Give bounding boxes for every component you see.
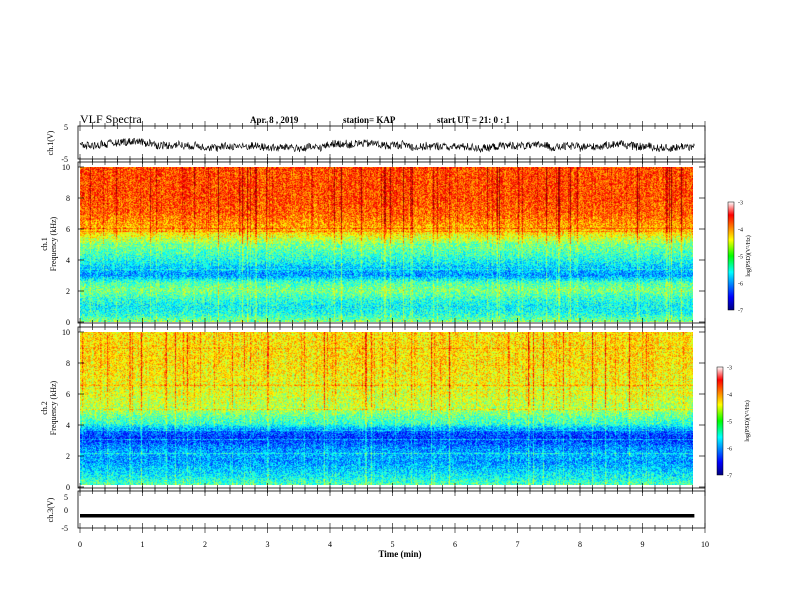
time-axis-ticks (79, 121, 706, 533)
ch2-spectrogram-frame (77, 326, 706, 489)
ch1-ytick-bottom: -5 (61, 155, 68, 164)
ch1-colorbar-label: log(PSD)(V²/Hz) (745, 235, 752, 276)
ch2-spectrogram-image (80, 332, 693, 485)
ch1-ytick-label: 2 (66, 287, 70, 296)
ch2-ytick-label: 0 (66, 483, 70, 492)
time-tick-label: 5 (391, 540, 395, 549)
time-tick-label: 9 (641, 540, 645, 549)
ch1-ytick-label: 0 (66, 318, 70, 327)
ch1-colorbar-gradient (727, 201, 735, 311)
ch1-colorbar-tick-label: -5 (738, 255, 743, 261)
ch1-waveform-panel: 5 -5 ch.1(V) (46, 123, 706, 164)
ch3-ytick-bottom: -5 (61, 524, 68, 533)
ch2-colorbar-tick-label: -6 (727, 447, 732, 453)
start-ut-label: start UT = 21: 0 : 1 (437, 115, 510, 125)
ch2-colorbar: -3 -4 -5 -6 -7 log(PSD)(V²/Hz) (716, 366, 751, 480)
ch3-ytick-top: 5 (64, 493, 68, 502)
ch2-colorbar-tick-label: -5 (727, 420, 732, 426)
ch1-ytick-top: 5 (64, 123, 68, 132)
ch2-ytick-label: 6 (66, 390, 70, 399)
ch2-ytick-label: 10 (62, 328, 70, 337)
ch1-colorbar: -3 -4 -5 -6 -7 log(PSD)(V²/Hz) (727, 201, 752, 315)
ch2-spectrogram-panel: 0 2 4 6 8 10 ch.2 Frequency (kHz) (40, 326, 706, 492)
ch1-colorbar-ticks: -3 -4 -5 -6 -7 (738, 201, 743, 315)
ch2-colorbar-tick-label: -7 (727, 474, 732, 480)
ch1-colorbar-tick-label: -3 (738, 201, 743, 207)
ch2-colorbar-tick-label: -3 (727, 366, 732, 372)
ch1-ytick-label: 4 (66, 256, 70, 265)
ch1-ytick-label: 8 (66, 194, 70, 203)
ch2-colorbar-label: log(PSD)(V²/Hz) (744, 400, 751, 441)
ch3-ytick-mid: 0 (64, 506, 68, 515)
time-tick-label: 7 (516, 540, 520, 549)
ch1-freq-ylabel: Frequency (kHz) (49, 216, 58, 271)
ch1-spectrogram-yticks: 0 2 4 6 8 10 (62, 163, 705, 327)
ch2-ytick-label: 4 (66, 421, 70, 430)
ch1-waveform-line (79, 137, 695, 153)
ch2-freq-ylabel: Frequency (kHz) (49, 380, 58, 435)
ch1-ytick-label: 10 (62, 163, 70, 172)
time-axis-label: Time (min) (378, 549, 421, 559)
time-tick-label: 6 (453, 540, 457, 549)
ch1-spectrogram-panel: 0 2 4 6 8 10 ch.1 Frequency (kHz) (40, 161, 706, 327)
ch2-spectrogram-yticks: 0 2 4 6 8 10 (62, 328, 705, 492)
ch2-colorbar-tick-label: -4 (727, 393, 732, 399)
station-label: station= KAP (343, 115, 396, 125)
ch2-colorbar-ticks: -3 -4 -5 -6 -7 (727, 366, 732, 480)
ch1-waveform-ylabel: ch.1(V) (46, 130, 55, 155)
time-tick-label: 10 (701, 540, 709, 549)
ch1-spectrogram-image (80, 167, 693, 322)
ch1-colorbar-tick-label: -6 (738, 282, 743, 288)
time-tick-label: 1 (141, 540, 145, 549)
ch2-ytick-label: 2 (66, 452, 70, 461)
time-tick-label: 3 (266, 540, 270, 549)
ch3-waveform-frame (77, 490, 706, 529)
time-tick-label: 2 (203, 540, 207, 549)
ch1-spectrogram-frame (77, 161, 706, 324)
date-label: Apr. 8 , 2019 (250, 115, 299, 125)
figure-title: VLF Spectra (80, 112, 142, 126)
ch1-channel-label: ch.1 (40, 237, 49, 251)
time-tick-label: 0 (78, 540, 82, 549)
ch1-colorbar-tick-label: -4 (738, 228, 743, 234)
time-tick-label: 8 (578, 540, 582, 549)
ch2-colorbar-gradient (716, 366, 724, 476)
ch1-ytick-label: 6 (66, 225, 70, 234)
ch3-waveform-ylabel: ch.3(V) (46, 497, 55, 522)
ch1-colorbar-tick-label: -7 (738, 309, 743, 315)
ch3-waveform-panel: 5 0 -5 ch.3(V) (46, 490, 706, 533)
time-tick-label: 4 (328, 540, 332, 549)
ch2-ytick-label: 8 (66, 359, 70, 368)
time-axis-tick-labels: 0 1 2 3 4 5 6 7 8 9 10 (78, 540, 709, 549)
ch2-channel-label: ch.2 (40, 401, 49, 415)
